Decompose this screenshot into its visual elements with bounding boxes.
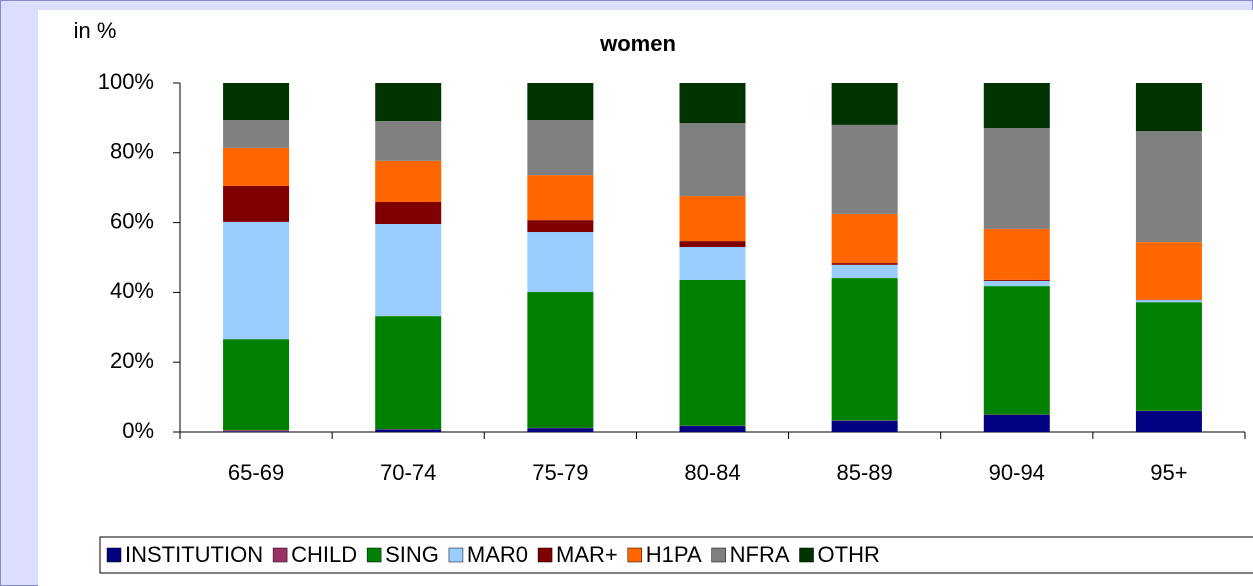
bar-segment [983, 286, 1050, 415]
x-tick-label: 95+ [1150, 460, 1187, 485]
legend-swatch [627, 547, 643, 563]
bar-segment [527, 292, 594, 428]
y-tick-label: 60% [110, 208, 154, 233]
legend-label: H1PA [646, 542, 702, 567]
legend-label: INSTITUTION [125, 542, 263, 567]
bar-segment [223, 147, 290, 186]
x-tick-label: 90-94 [989, 460, 1045, 485]
bar-segment [375, 83, 442, 122]
bar-segment [1135, 131, 1202, 243]
bar-segment [983, 83, 1050, 129]
bar-segment [831, 420, 898, 432]
bar-segment [983, 228, 1050, 280]
bar-segment [375, 121, 442, 161]
bar-segment [375, 160, 442, 203]
legend-label: MAR+ [556, 542, 618, 567]
bar-segment [679, 279, 746, 426]
x-tick-label: 80-84 [684, 460, 740, 485]
legend-swatch [448, 547, 464, 563]
x-tick-label: 85-89 [837, 460, 893, 485]
y-tick-label: 100% [98, 69, 154, 94]
bar-segment [527, 119, 594, 176]
bar-segment [1135, 83, 1202, 132]
bar-segment [983, 280, 1050, 287]
chart-title: women [599, 31, 676, 56]
y-tick-label: 0% [122, 418, 154, 443]
legend-label: CHILD [291, 542, 357, 567]
chart-area [38, 10, 1253, 586]
bar-segment [527, 175, 594, 221]
bar-segment [679, 426, 746, 432]
bar-segment [223, 431, 290, 432]
legend-label: MAR0 [467, 542, 528, 567]
x-tick-label: 70-74 [380, 460, 436, 485]
y-tick-label: 80% [110, 139, 154, 164]
bar-segment [375, 223, 442, 317]
bar-segment [223, 221, 290, 340]
bar-segment [527, 428, 594, 432]
bar-segment [527, 83, 594, 120]
bar-segment [983, 414, 1050, 432]
bar-segment [223, 430, 290, 432]
bar-segment [831, 278, 898, 421]
bar-segment [831, 213, 898, 264]
bar-segment [223, 185, 290, 222]
legend-label: NFRA [730, 542, 790, 567]
bar-segment [1135, 411, 1202, 432]
x-tick-label: 65-69 [228, 460, 284, 485]
bar-segment [679, 196, 746, 242]
y-axis-label: in % [74, 18, 117, 43]
y-tick-label: 40% [110, 278, 154, 303]
bar-segment [831, 124, 898, 214]
legend-swatch [366, 547, 382, 563]
bar-segment [223, 339, 290, 431]
bar-segment [1135, 302, 1202, 411]
x-tick-label: 75-79 [532, 460, 588, 485]
bar-segment [375, 202, 442, 224]
bar-segment [983, 128, 1050, 229]
bar-segment [679, 83, 746, 124]
bar-segment [831, 263, 898, 265]
bar-segment [679, 241, 746, 248]
bar-segment [223, 119, 290, 148]
legend-swatch [799, 547, 814, 563]
legend-box [99, 536, 1253, 574]
bar-segment [1135, 300, 1202, 303]
legend-swatch [711, 547, 726, 563]
bar-segment [375, 316, 442, 430]
bar-segment [983, 279, 1050, 281]
bar-segment [679, 247, 746, 280]
bar-segment [527, 232, 594, 293]
bar-segment [223, 83, 290, 120]
legend-swatch [537, 547, 553, 563]
bar-segment [679, 123, 746, 197]
legend-swatch [106, 547, 122, 563]
bar-segment [527, 220, 594, 233]
legend-label: OTHR [818, 542, 880, 567]
bar-segment [831, 264, 898, 279]
bar-segment [831, 83, 898, 125]
legend-label: SING [385, 542, 439, 567]
bar-segment [375, 429, 442, 432]
y-tick-label: 20% [110, 348, 154, 373]
bar-segment [1135, 242, 1202, 300]
legend-swatch [272, 547, 288, 563]
